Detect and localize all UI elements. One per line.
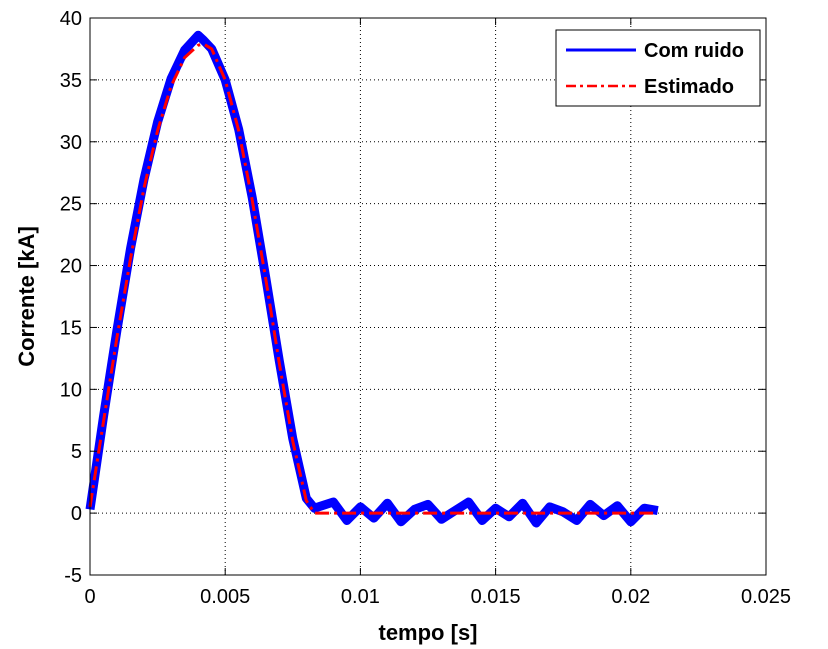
y-tick-label: 15 <box>60 317 82 339</box>
x-tick-label: 0.02 <box>611 586 650 608</box>
x-axis-label: tempo [s] <box>379 620 478 645</box>
y-tick-label: 20 <box>60 256 82 278</box>
y-tick-label: 5 <box>71 441 82 463</box>
y-axis-label: Corrente [kA] <box>14 226 39 367</box>
x-tick-label: 0.025 <box>741 586 791 608</box>
legend-label-estimado: Estimado <box>644 76 734 98</box>
y-tick-label: 10 <box>60 379 82 401</box>
x-tick-label: 0.015 <box>471 586 521 608</box>
legend-box <box>555 29 761 107</box>
grid <box>90 18 766 575</box>
x-tick-label: 0.005 <box>200 586 250 608</box>
axes-box <box>89 17 767 576</box>
y-tick-label: 25 <box>60 194 82 216</box>
y-tick-label: 0 <box>71 503 82 525</box>
x-tick-label: 0.01 <box>341 586 380 608</box>
y-tick-label: -5 <box>64 565 82 587</box>
ticks: 0 0.005 0.01 0.015 0.02 0.025-505101520253035… <box>60 8 791 608</box>
y-tick-label: 35 <box>60 70 82 92</box>
series-line-com-ruido <box>85 30 659 528</box>
y-tick-label: 40 <box>60 8 82 30</box>
y-tick-label: 30 <box>60 132 82 154</box>
legend-label-com-ruido: Com ruido <box>644 40 744 62</box>
series-layer <box>85 30 659 528</box>
legend: Com ruido Estimado <box>555 29 761 107</box>
series-line-estimado <box>88 42 658 515</box>
x-tick-label: 0 <box>84 586 95 608</box>
